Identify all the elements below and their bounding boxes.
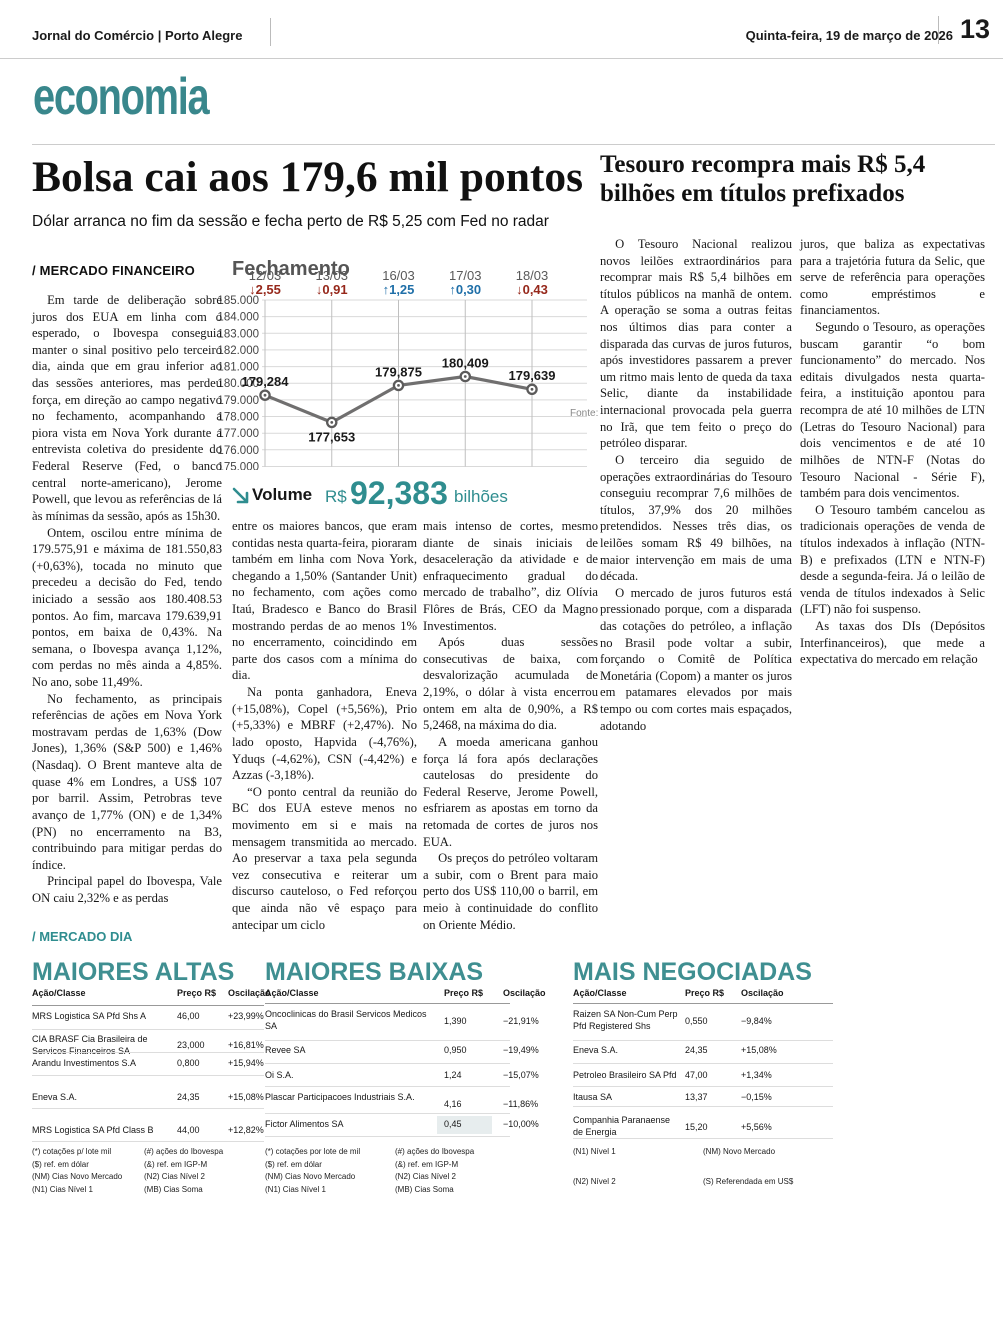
- svg-text:177,653: 177,653: [308, 430, 355, 445]
- svg-text:183.000: 183.000: [217, 328, 259, 340]
- svg-text:179,875: 179,875: [375, 365, 422, 380]
- svg-text:178.000: 178.000: [217, 412, 259, 424]
- svg-text:177.000: 177.000: [217, 428, 259, 440]
- svg-text:176.000: 176.000: [217, 445, 259, 457]
- svg-text:179,284: 179,284: [242, 374, 290, 389]
- svg-text:179.000: 179.000: [217, 395, 259, 407]
- svg-text:179,639: 179,639: [509, 368, 556, 383]
- svg-text:181.000: 181.000: [217, 362, 259, 374]
- svg-text:182.000: 182.000: [217, 345, 259, 357]
- svg-text:180,409: 180,409: [442, 356, 489, 371]
- svg-text:175.000: 175.000: [217, 462, 259, 471]
- svg-text:184.000: 184.000: [217, 312, 259, 324]
